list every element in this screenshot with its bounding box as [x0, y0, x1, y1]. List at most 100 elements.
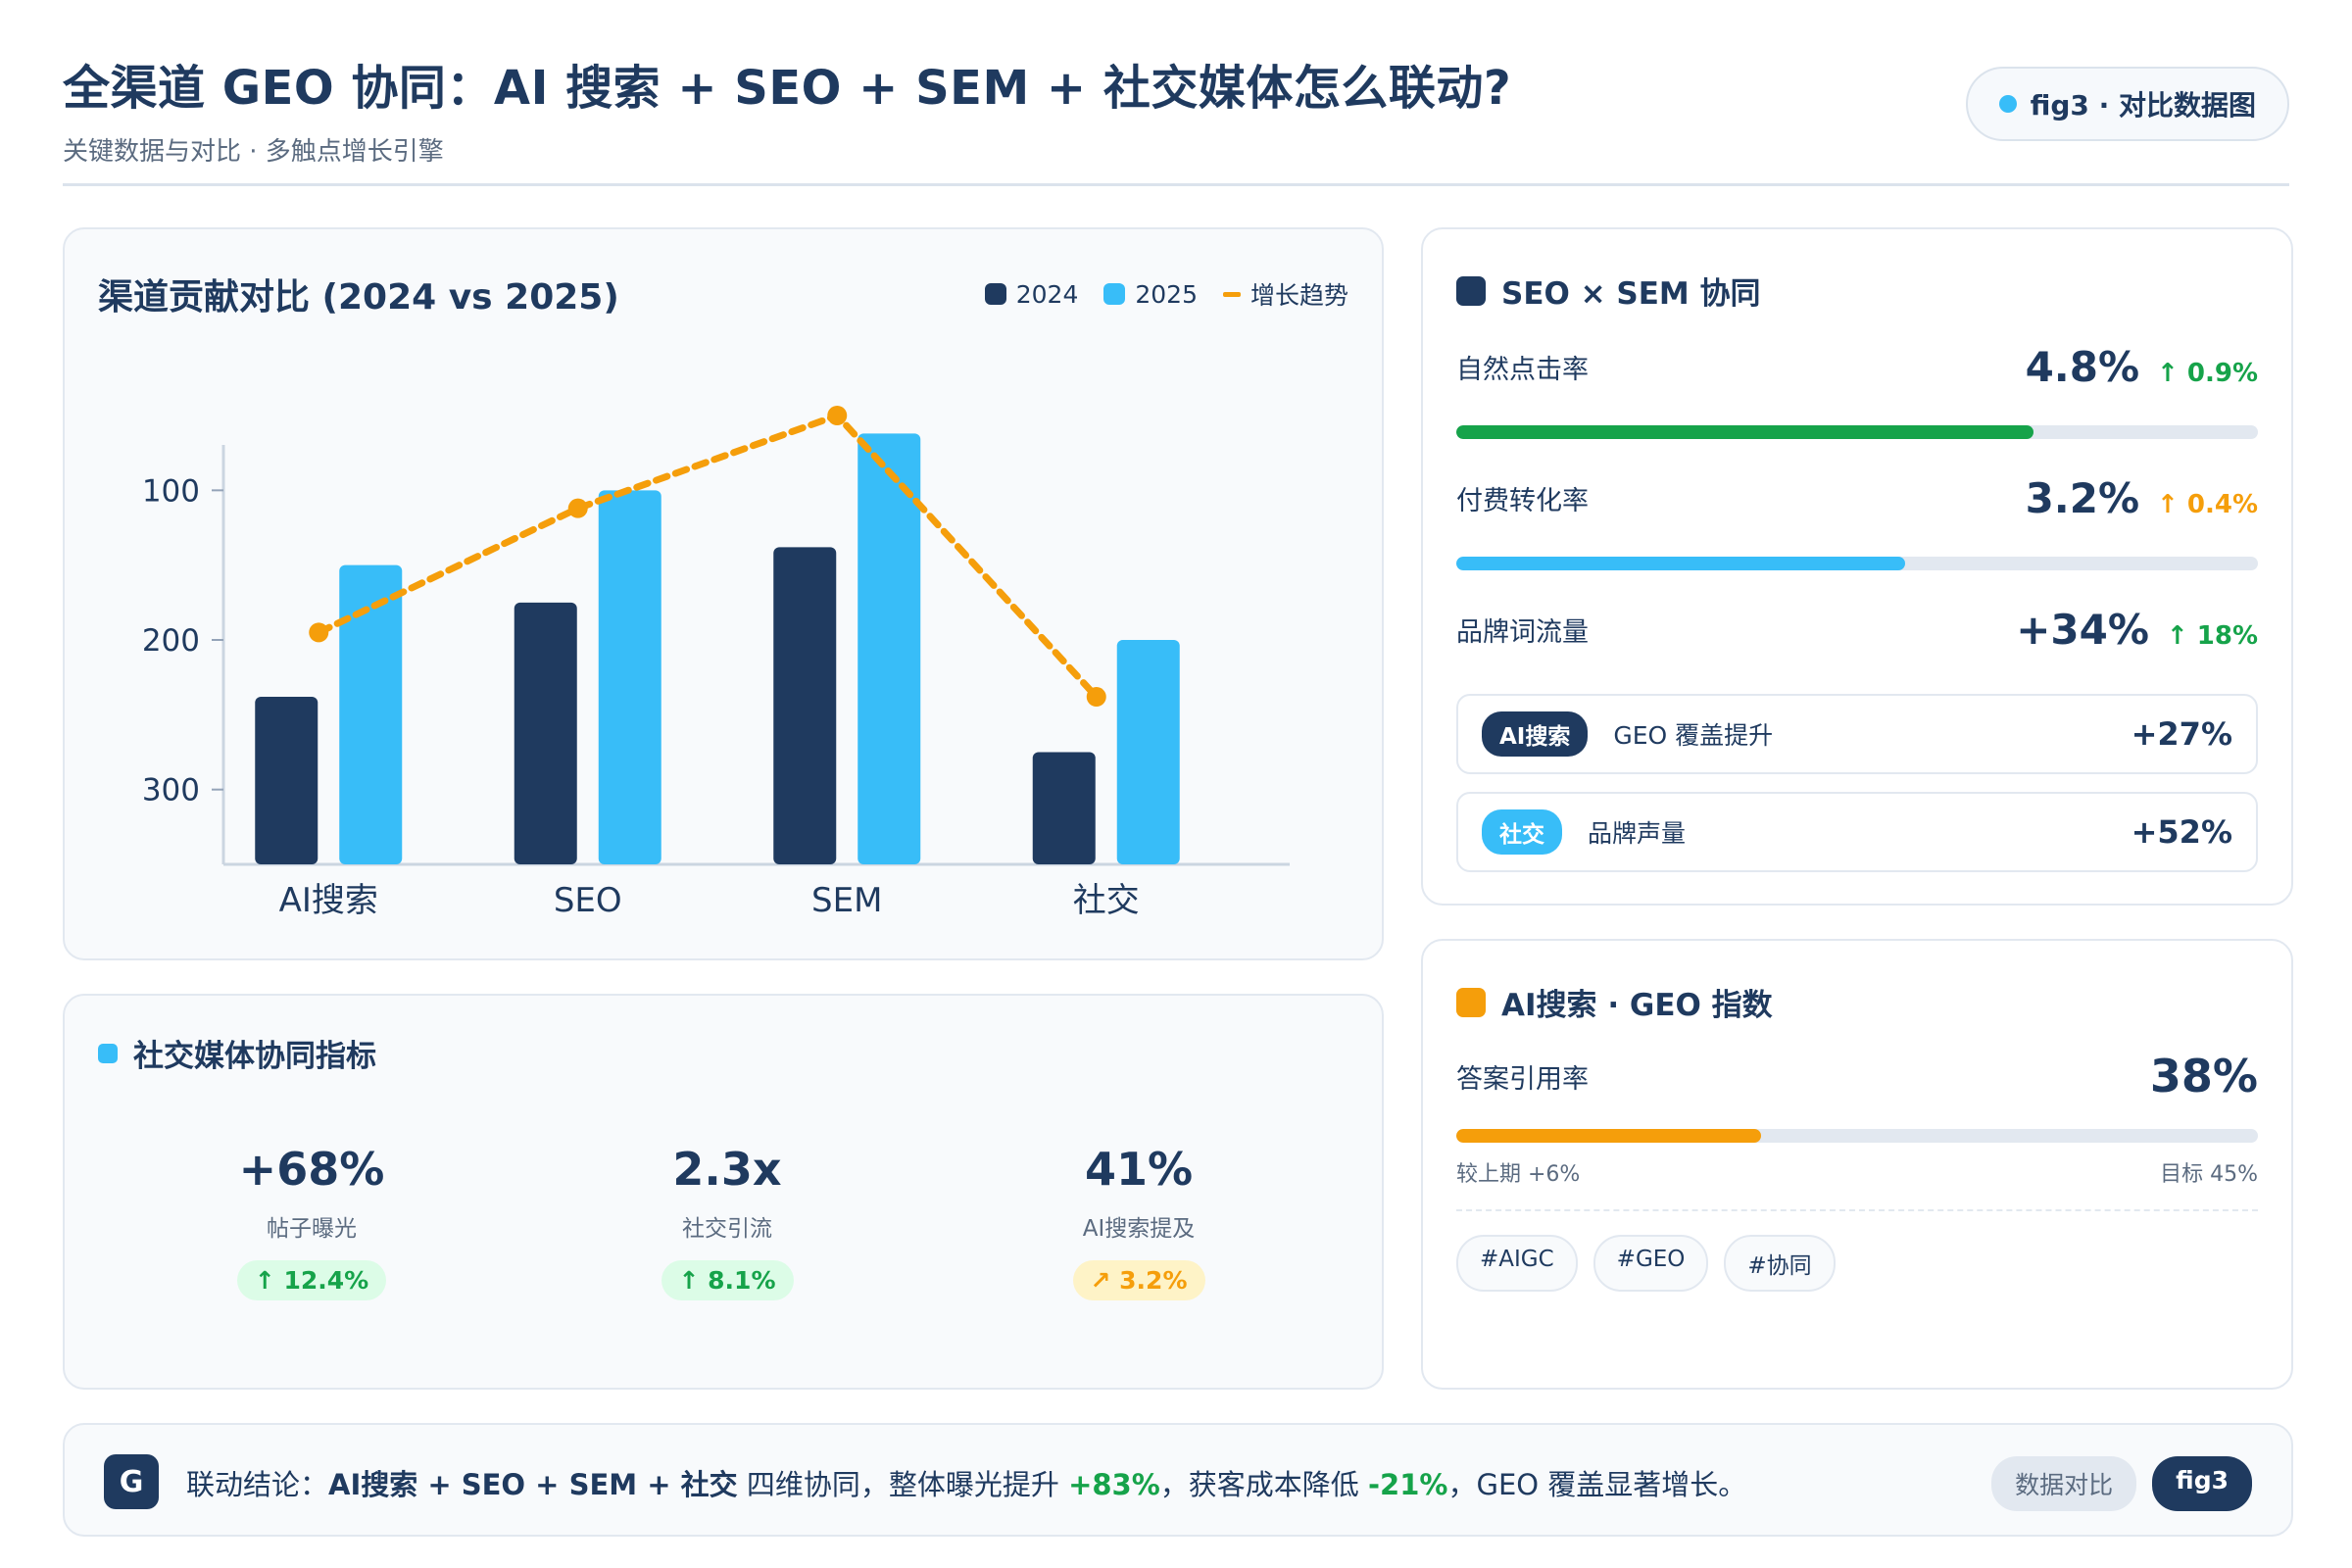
- social-card-header: 社交媒体协同指标: [98, 1031, 376, 1075]
- footer-tags: 数据对比 fig3: [1991, 1456, 2252, 1511]
- row-delta: ↑ 0.4%: [2157, 489, 2258, 519]
- page-title: 全渠道 GEO 协同：AI 搜索 + SEO + SEM + 社交媒体怎么联动?: [63, 61, 1512, 116]
- legend-label-trend: 增长趋势: [1250, 281, 1348, 310]
- seo-row-organic-ctr: 自然点击率 4.8% ↑ 0.9%: [1456, 337, 2258, 396]
- metric-post-exposure: +68% 帖子曝光 ↑ 12.4%: [165, 1143, 459, 1300]
- social-card-title: 社交媒体协同指标: [133, 1039, 376, 1074]
- row-label: 品牌词流量: [1456, 616, 1589, 648]
- item-text: 品牌声量: [1588, 819, 1687, 848]
- seo-sem-card: SEO × SEM 协同 自然点击率 4.8% ↑ 0.9% 付费转化率 3.2…: [1421, 227, 2293, 906]
- seo-row-paid-conversion: 付费转化率 3.2% ↑ 0.4%: [1456, 468, 2258, 527]
- x-tick-label: SEM: [811, 881, 882, 920]
- row-value: 38%: [2149, 1050, 2258, 1102]
- legend-item-2024: 2024: [984, 279, 1079, 309]
- target-note: 目标 45%: [2160, 1162, 2258, 1187]
- trend-point-0: [309, 622, 329, 643]
- divider: [1456, 1209, 2258, 1211]
- geo-notes: 较上期 +6% 目标 45%: [1456, 1156, 2258, 1188]
- geo-row-citation-rate: 答案引用率 38%: [1456, 1047, 2258, 1105]
- legend-label-2024: 2024: [1015, 279, 1079, 309]
- y-tick-label: 100: [142, 473, 200, 509]
- progress-fill-citation-rate: [1456, 1129, 1761, 1143]
- trend-point-3: [1086, 687, 1106, 708]
- seo-row-brand-traffic: 品牌词流量 +34% ↑ 18%: [1456, 600, 2258, 659]
- row-label: 自然点击率: [1456, 354, 1589, 385]
- exposure-increase: +83%: [1068, 1468, 1160, 1501]
- chart-title: 渠道贡献对比 (2024 vs 2025): [98, 277, 619, 318]
- row-value: +34%: [2016, 605, 2149, 654]
- metric-value: 41%: [1084, 1143, 1194, 1196]
- tag-data-compare[interactable]: 数据对比: [1991, 1456, 2137, 1511]
- figure-badge-label: fig3 · 对比数据图: [2030, 89, 2256, 122]
- bar-2024-0: [255, 697, 318, 864]
- previous-period-note: 较上期 +6%: [1456, 1162, 1581, 1187]
- bar-2024-3: [1032, 752, 1096, 864]
- item-text: GEO 覆盖提升: [1613, 721, 1774, 750]
- row-label: 付费转化率: [1456, 485, 1589, 516]
- chart-legend: 2024 2025 增长趋势: [984, 276, 1348, 312]
- tag-fig3[interactable]: fig3: [2152, 1456, 2252, 1511]
- legend-swatch-2024: [984, 283, 1006, 305]
- conclusion-channels: AI搜索 + SEO + SEM + 社交: [328, 1468, 738, 1501]
- bar-2024-2: [773, 547, 837, 864]
- x-tick-label: 社交: [1073, 881, 1140, 920]
- row-label: 答案引用率: [1456, 1063, 1589, 1095]
- conclusion-bar: G 联动结论：AI搜索 + SEO + SEM + 社交 四维协同，整体曝光提升…: [63, 1423, 2293, 1537]
- metric-label: AI搜索提及: [1082, 1216, 1196, 1242]
- bar-2025-2: [858, 433, 921, 864]
- item-value: +27%: [2131, 715, 2232, 753]
- metric-delta-badge: ↑ 12.4%: [236, 1260, 387, 1300]
- trend-point-2: [827, 406, 848, 425]
- square-icon: [1456, 275, 1486, 306]
- metric-label: 社交引流: [682, 1216, 772, 1242]
- geo-coverage-item: AI搜索 GEO 覆盖提升 +27%: [1456, 694, 2258, 774]
- cost-decrease: -21%: [1368, 1468, 1448, 1501]
- hashtag-aigc[interactable]: #AIGC: [1456, 1235, 1578, 1292]
- metric-social-traffic: 2.3x 社交引流 ↑ 8.1%: [580, 1143, 874, 1300]
- item-value: +52%: [2131, 813, 2232, 851]
- tag-ai-search: AI搜索: [1482, 711, 1589, 757]
- square-icon: [1456, 987, 1486, 1017]
- progress-track: [1456, 1129, 2258, 1143]
- brand-voice-item: 社交 品牌声量 +52%: [1456, 792, 2258, 872]
- dot-icon: [1998, 95, 2017, 113]
- x-tick-label: AI搜索: [279, 881, 378, 920]
- progress-track: [1456, 557, 2258, 570]
- bar-chart: 300 200 100 AI搜索 SEO SEM 社交: [142, 406, 1290, 920]
- metric-delta-badge: ↗ 3.2%: [1072, 1260, 1205, 1300]
- bar-2025-1: [598, 490, 662, 864]
- legend-item-2025: 2025: [1103, 280, 1198, 309]
- conclusion-text: 联动结论：AI搜索 + SEO + SEM + 社交 四维协同，整体曝光提升 +…: [186, 1462, 1746, 1503]
- hashtag-collab[interactable]: #协同: [1724, 1235, 1836, 1292]
- conclusion-mid2: ，获客成本降低: [1159, 1468, 1369, 1501]
- row-delta: ↑ 18%: [2166, 620, 2258, 651]
- bar-2024-1: [514, 602, 577, 864]
- metric-value: +68%: [238, 1143, 385, 1196]
- y-tick-label: 200: [142, 623, 200, 659]
- hashtag-geo[interactable]: #GEO: [1592, 1235, 1709, 1292]
- conclusion-prefix: 联动结论：: [186, 1468, 329, 1501]
- hashtag-list: #AIGC #GEO #协同: [1456, 1235, 1836, 1292]
- progress-track: [1456, 425, 2258, 439]
- legend-swatch-trend: [1222, 291, 1241, 297]
- bar-2025-0: [339, 564, 403, 864]
- figure-badge: fig3 · 对比数据图: [1965, 67, 2289, 141]
- row-value: 4.8%: [2025, 342, 2140, 391]
- metric-ai-mentions: 41% AI搜索提及 ↗ 3.2%: [992, 1143, 1286, 1300]
- progress-fill-organic-ctr: [1456, 425, 2034, 439]
- geo-index-card: AI搜索 · GEO 指数 答案引用率 38% 较上期 +6% 目标 45% #…: [1421, 939, 2293, 1390]
- metric-label: 帖子曝光: [267, 1216, 357, 1242]
- legend-swatch-2025: [1103, 283, 1126, 305]
- geo-card-header: AI搜索 · GEO 指数: [1456, 980, 1773, 1024]
- legend-label-2025: 2025: [1135, 279, 1198, 309]
- geo-card-title: AI搜索 · GEO 指数: [1501, 988, 1773, 1023]
- seo-card-title: SEO × SEM 协同: [1501, 276, 1761, 312]
- tag-social: 社交: [1482, 809, 1562, 855]
- seo-card-header: SEO × SEM 协同: [1456, 269, 1761, 313]
- g-logo-icon: G: [104, 1454, 159, 1509]
- conclusion-suffix: ，GEO 覆盖显著增长。: [1447, 1468, 1747, 1501]
- x-tick-label: SEO: [554, 881, 622, 920]
- legend-item-trend: 增长趋势: [1222, 276, 1348, 312]
- bar-2025-3: [1116, 640, 1180, 864]
- social-metrics-card: 社交媒体协同指标 +68% 帖子曝光 ↑ 12.4% 2.3x 社交引流 ↑ 8…: [63, 994, 1384, 1390]
